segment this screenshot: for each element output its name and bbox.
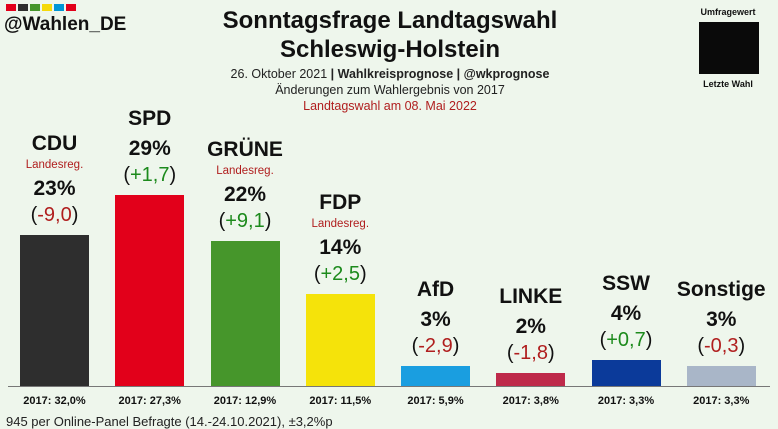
- subtitle-changes: Änderungen zum Wahlergebnis von 2017: [275, 83, 505, 97]
- subtitle-date: 26. Oktober 2021: [230, 67, 328, 81]
- change-label-fdp: (+2,5): [313, 262, 367, 285]
- change-label-ssw: (+0,7): [599, 328, 653, 351]
- subtitle-source-name: Wahlkreisprognose: [337, 67, 454, 81]
- value-label-spd: 29%: [128, 137, 171, 160]
- legend-poll-label: Umfragewert: [700, 7, 756, 17]
- change-label-spd: (+1,7): [123, 164, 177, 186]
- change-label-sonstige: (-0,3): [697, 335, 746, 358]
- flag-stripe-3: [42, 4, 52, 11]
- previous-result-cdu: 2017: 32,0%: [23, 395, 86, 407]
- bar-afd: [401, 366, 470, 386]
- bar-fdp: [305, 293, 375, 386]
- previous-result-spd: 2017: 27,3%: [118, 395, 181, 407]
- change-label-afd: (-2,9): [411, 335, 460, 358]
- flag-stripe-1: [18, 4, 28, 11]
- value-label-grüne: 22%: [223, 183, 267, 207]
- title-line-1: Sonntagsfrage Landtagswahl: [222, 7, 558, 34]
- subtitle-election-date: Landtagswahl am 08. Mai 2022: [303, 99, 477, 113]
- previous-result-grüne: 2017: 12,9%: [213, 395, 277, 407]
- legend-last-election-label: Letzte Wahl: [703, 79, 753, 89]
- value-label-cdu: 23%: [33, 176, 76, 200]
- legend-swatch: [699, 22, 759, 74]
- category-label-grüne: GRÜNE: [207, 138, 283, 162]
- change-label-grüne: (+9,1): [218, 210, 272, 233]
- category-label-afd: AfD: [416, 278, 455, 302]
- bar-grüne: [210, 241, 280, 386]
- note-label-grüne: Landesreg.: [216, 165, 274, 178]
- flag-stripes: [6, 4, 76, 11]
- change-label-cdu: (-9,0): [30, 203, 79, 226]
- value-label-afd: 3%: [420, 308, 451, 332]
- title-line-2: Schleswig-Holstein: [279, 36, 501, 63]
- change-label-linke: (-1,8): [506, 341, 555, 364]
- previous-result-afd: 2017: 5,9%: [407, 395, 464, 407]
- previous-result-fdp: 2017: 11,5%: [309, 395, 372, 407]
- flag-stripe-5: [66, 4, 76, 11]
- bar-ssw: [591, 359, 661, 386]
- category-label-sonstige: Sonstige: [676, 278, 766, 302]
- flag-stripe-4: [54, 4, 64, 11]
- note-label-fdp: Landesreg.: [311, 217, 370, 230]
- account-handle: @Wahlen_DE: [4, 14, 127, 35]
- bar-cdu: [20, 234, 89, 386]
- subtitle-handle: @wkprognose: [463, 67, 550, 81]
- chart-title: Sonntagsfrage Landtagswahl Schleswig-Hol…: [150, 6, 630, 64]
- category-label-spd: SPD: [128, 107, 172, 130]
- value-label-sonstige: 3%: [706, 308, 737, 332]
- bar-linke: [496, 372, 566, 386]
- flag-stripe-2: [30, 4, 40, 11]
- category-label-cdu: CDU: [31, 131, 78, 155]
- flag-stripe-0: [6, 4, 16, 11]
- bar-spd: [115, 195, 185, 386]
- x-axis-line: [8, 386, 770, 387]
- previous-result-linke: 2017: 3,8%: [502, 395, 559, 407]
- value-label-ssw: 4%: [610, 301, 642, 325]
- value-label-linke: 2%: [515, 314, 546, 338]
- note-label-cdu: Landesreg.: [25, 158, 84, 171]
- category-label-fdp: FDP: [319, 190, 362, 214]
- value-label-fdp: 14%: [319, 235, 362, 259]
- bar-sonstige: [686, 366, 756, 386]
- category-label-linke: LINKE: [499, 284, 563, 308]
- category-label-ssw: SSW: [602, 271, 650, 295]
- previous-result-sonstige: 2017: 3,3%: [693, 395, 750, 407]
- previous-result-ssw: 2017: 3,3%: [597, 395, 655, 407]
- footer-note: 945 per Online-Panel Befragte (14.-24.10…: [6, 414, 333, 429]
- subtitle-source: 26. Oktober 2021 | Wahlkreisprognose | @…: [230, 67, 550, 81]
